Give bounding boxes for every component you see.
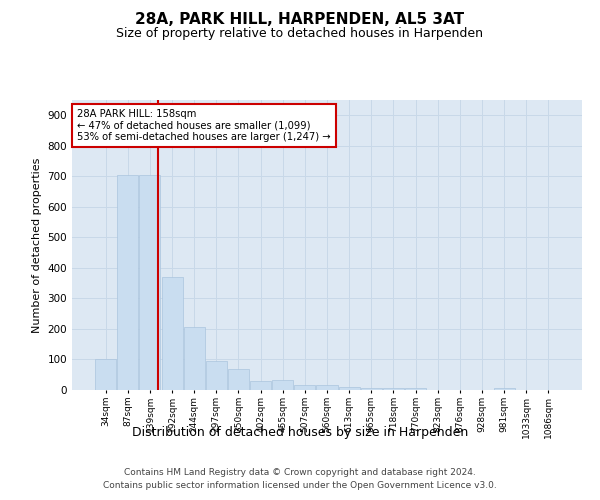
Bar xyxy=(295,384,316,390)
Bar xyxy=(95,360,116,390)
Bar xyxy=(184,328,205,390)
Bar xyxy=(494,388,515,390)
Text: Distribution of detached houses by size in Harpenden: Distribution of detached houses by size … xyxy=(132,426,468,439)
Bar xyxy=(206,361,227,390)
Bar xyxy=(361,388,382,390)
Text: 28A PARK HILL: 158sqm
← 47% of detached houses are smaller (1,099)
53% of semi-d: 28A PARK HILL: 158sqm ← 47% of detached … xyxy=(77,108,331,142)
Bar xyxy=(139,175,160,390)
Bar xyxy=(161,277,182,390)
Text: 28A, PARK HILL, HARPENDEN, AL5 3AT: 28A, PARK HILL, HARPENDEN, AL5 3AT xyxy=(136,12,464,28)
Bar xyxy=(118,175,139,390)
Bar xyxy=(272,380,293,390)
Bar xyxy=(405,388,426,390)
Bar xyxy=(338,387,359,390)
Bar xyxy=(250,381,271,390)
Bar xyxy=(316,384,338,390)
Y-axis label: Number of detached properties: Number of detached properties xyxy=(32,158,42,332)
Text: Contains HM Land Registry data © Crown copyright and database right 2024.: Contains HM Land Registry data © Crown c… xyxy=(124,468,476,477)
Text: Size of property relative to detached houses in Harpenden: Size of property relative to detached ho… xyxy=(116,28,484,40)
Bar xyxy=(228,368,249,390)
Bar xyxy=(383,388,404,390)
Text: Contains public sector information licensed under the Open Government Licence v3: Contains public sector information licen… xyxy=(103,480,497,490)
